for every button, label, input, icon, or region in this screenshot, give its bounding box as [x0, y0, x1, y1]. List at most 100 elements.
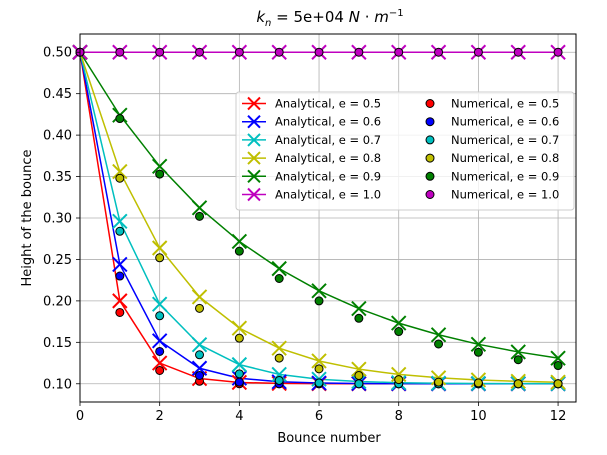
numerical-point-3-10 [473, 378, 483, 388]
analytical-marker-3-4 [231, 320, 248, 336]
legend-label-numerical-4: Numerical, e = 0.9 [451, 169, 559, 183]
analytical-marker-4-3 [191, 200, 208, 216]
legend-circle-marker-3 [425, 153, 435, 163]
title-k: k [256, 8, 266, 26]
numerical-point-0-1 [115, 307, 125, 317]
legend-label-analytical-1: Analytical, e = 0.6 [275, 115, 381, 129]
numerical-point-2-7 [354, 379, 364, 389]
analytical-marker-1-3 [191, 360, 208, 376]
title-k-subscript: n [265, 18, 271, 29]
numerical-point-5-9 [434, 47, 444, 57]
numerical-point-2-4 [234, 369, 244, 379]
analytical-marker-3-2 [151, 240, 168, 256]
legend-circle-marker-0 [425, 99, 435, 108]
analytical-marker-3-6 [311, 353, 327, 369]
y-tick-label-8: 0.50 [43, 46, 72, 61]
numerical-point-4-12 [553, 361, 563, 371]
legend-x-marker-3 [247, 151, 261, 165]
x-tick-label-0: 0 [76, 409, 84, 424]
analytical-marker-0-2 [151, 355, 168, 371]
analytical-marker-4-4 [231, 233, 248, 250]
numerical-point-3-6 [314, 364, 324, 374]
analytical-marker-1-1 [112, 256, 128, 273]
analytical-marker-0-1 [112, 293, 128, 309]
legend-label-numerical-0: Numerical, e = 0.5 [451, 97, 559, 111]
numerical-point-5-1 [115, 47, 125, 57]
legend-circle-marker-4 [425, 171, 435, 181]
y-tick-label-7: 0.45 [43, 87, 72, 102]
numerical-point-3-3 [195, 303, 205, 313]
analytical-marker-4-7 [351, 300, 367, 317]
numerical-point-5-2 [155, 47, 165, 57]
numerical-point-4-2 [155, 169, 165, 179]
x-tick-label-5: 10 [470, 409, 487, 424]
legend-label-numerical-1: Numerical, e = 0.6 [451, 115, 559, 129]
legend-circle-marker-1 [425, 117, 435, 127]
numerical-point-3-8 [394, 375, 404, 385]
title-unit-n: N [349, 8, 360, 26]
numerical-point-2-6 [314, 378, 324, 388]
y-tick-label-2: 0.20 [43, 294, 72, 309]
legend-x-marker-2 [247, 133, 261, 147]
title-dot: · [360, 8, 374, 26]
analytical-marker-4-11 [510, 344, 526, 360]
legend-label-numerical-3: Numerical, e = 0.8 [451, 151, 559, 165]
numerical-point-1-2 [155, 346, 165, 356]
numerical-point-5-12 [553, 47, 563, 57]
legend-x-marker-1 [247, 114, 261, 129]
x-tick-label-3: 6 [315, 409, 323, 424]
numerical-point-2-2 [155, 311, 165, 321]
analytical-marker-3-5 [271, 340, 287, 356]
numerical-point-4-1 [115, 114, 125, 124]
numerical-point-4-8 [394, 327, 404, 337]
analytical-marker-4-6 [311, 283, 327, 299]
title-unit-m: m [374, 8, 389, 26]
numerical-point-3-9 [434, 377, 444, 387]
numerical-point-5-5 [274, 47, 284, 57]
legend-label-analytical-2: Analytical, e = 0.7 [275, 133, 381, 147]
analytical-marker-2-3 [191, 337, 208, 353]
legend-label-analytical-4: Analytical, e = 0.9 [275, 169, 381, 183]
legend-label-numerical-2: Numerical, e = 0.7 [451, 133, 559, 147]
legend-label-analytical-5: Analytical, e = 1.0 [275, 188, 381, 202]
analytical-marker-4-9 [430, 327, 447, 343]
legend-label-analytical-3: Analytical, e = 0.8 [275, 151, 381, 165]
numerical-point-4-4 [234, 246, 244, 256]
analytical-marker-4-5 [271, 260, 287, 277]
analytical-marker-4-12 [550, 350, 566, 366]
analytical-marker-3-1 [112, 163, 128, 180]
analytical-marker-2-5 [271, 366, 287, 383]
legend-box [235, 91, 575, 211]
legend-x-marker-5 [247, 187, 261, 202]
x-tick-label-4: 8 [395, 409, 403, 424]
analytical-marker-3-7 [351, 361, 367, 377]
numerical-point-5-3 [195, 47, 205, 57]
analytical-marker-2-1 [112, 213, 128, 230]
y-tick-label-4: 0.30 [43, 212, 72, 227]
numerical-point-4-11 [513, 355, 523, 365]
legend-label-analytical-0: Analytical, e = 0.5 [275, 97, 381, 111]
analytical-marker-1-2 [151, 333, 168, 349]
y-tick-label-5: 0.35 [43, 170, 72, 185]
y-tick-label-3: 0.25 [43, 253, 72, 268]
legend-circle-marker-2 [425, 135, 435, 145]
x-axis-label: Bounce number [277, 431, 381, 446]
numerical-point-0-2 [155, 366, 165, 376]
numerical-point-1-1 [115, 271, 125, 281]
numerical-point-1-3 [195, 370, 205, 380]
analytical-marker-3-3 [191, 289, 208, 305]
numerical-point-4-3 [195, 211, 205, 221]
numerical-point-3-7 [354, 370, 364, 380]
analytical-marker-4-8 [391, 315, 407, 331]
legend-x-marker-0 [247, 96, 261, 111]
x-tick-label-1: 2 [156, 409, 164, 424]
x-tick-label-6: 12 [550, 409, 567, 424]
legend: Analytical, e = 0.5 Analytical, e = 0.6 An… [235, 91, 575, 211]
numerical-point-4-9 [434, 339, 444, 349]
numerical-point-4-6 [314, 296, 324, 306]
numerical-point-3-2 [155, 253, 165, 263]
numerical-point-4-7 [354, 313, 364, 323]
analytical-marker-2-2 [151, 296, 168, 312]
